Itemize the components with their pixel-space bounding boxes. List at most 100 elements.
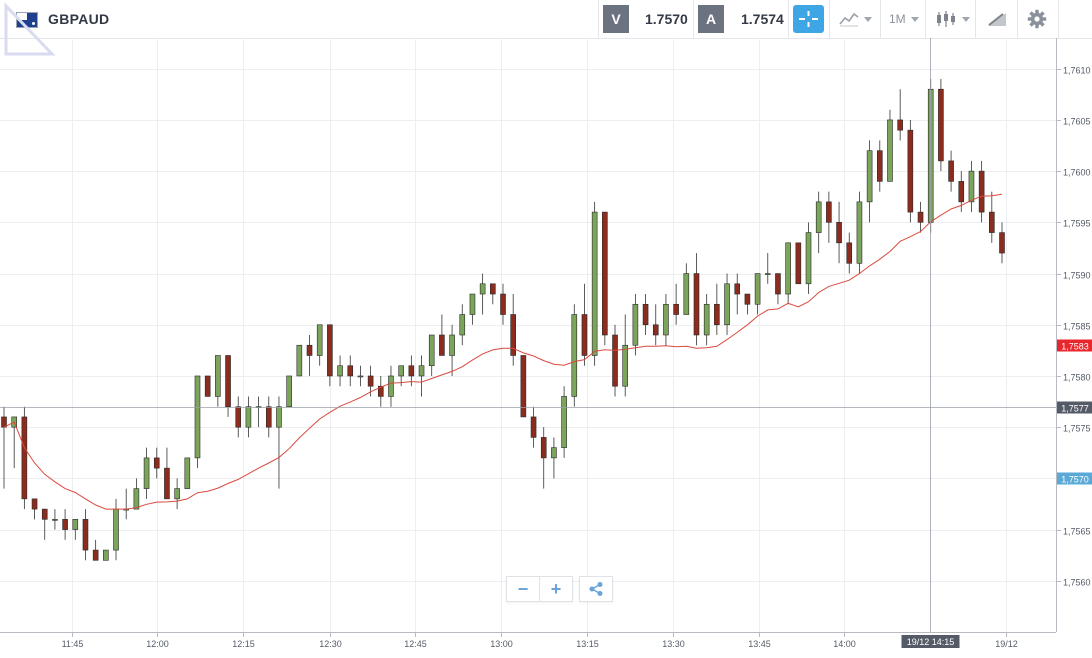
candle-body	[805, 232, 812, 285]
candle-style-dropdown[interactable]	[935, 9, 970, 29]
candle	[948, 150, 954, 192]
candle-body	[52, 519, 58, 521]
chevron-down-icon	[864, 16, 872, 22]
candle-body	[306, 344, 313, 356]
divider	[693, 0, 694, 38]
candle	[978, 160, 985, 223]
candle	[876, 140, 883, 192]
candle	[439, 314, 445, 356]
candle	[703, 294, 710, 346]
crosshair-button[interactable]	[793, 5, 824, 33]
divider	[880, 0, 881, 38]
candle	[245, 396, 252, 438]
candle	[561, 386, 567, 458]
chart-type-dropdown[interactable]	[839, 9, 872, 29]
candle-body	[357, 375, 364, 378]
candle-body	[663, 303, 669, 336]
candle-body	[245, 406, 252, 428]
candle-body	[876, 150, 883, 182]
candle	[795, 242, 802, 285]
divider	[975, 0, 976, 38]
zoom-in-button[interactable]: +	[539, 577, 572, 601]
candle	[571, 304, 578, 407]
candle	[306, 335, 313, 376]
candle-body	[327, 324, 333, 377]
price-chart[interactable]: 1,7610 1,7605 1,7600 1,7595 1,7590 1,7585 1,75…	[0, 38, 1092, 658]
candle	[846, 232, 853, 274]
candle	[255, 396, 262, 428]
candle	[744, 293, 751, 315]
candle-body	[775, 273, 781, 295]
candle-body	[347, 365, 354, 377]
candle-body	[785, 242, 791, 295]
divider	[598, 0, 599, 38]
candle-body	[204, 375, 211, 397]
candle-body	[714, 303, 720, 326]
timeframe-label: 1M	[889, 12, 906, 26]
candle	[622, 314, 629, 397]
price-marker-label: 1,7570	[1061, 475, 1089, 485]
candle-body	[153, 457, 160, 469]
candle-body	[866, 150, 873, 203]
drawing-tool-icon	[988, 13, 1006, 26]
candle-body	[836, 222, 842, 244]
candle-body	[143, 457, 150, 489]
candle	[449, 324, 455, 376]
bid-button[interactable]: V	[603, 5, 629, 33]
candle	[133, 478, 140, 510]
candle-body	[82, 519, 89, 551]
candle	[754, 273, 761, 315]
crosshair-time-tag	[901, 635, 960, 648]
candle-body	[133, 488, 140, 510]
candle	[388, 365, 394, 407]
candle	[103, 549, 109, 561]
candle	[408, 355, 415, 387]
candle-body	[581, 314, 588, 356]
settings-button[interactable]	[1027, 9, 1047, 29]
chart-toolbar: GBPAUD V 1.7570 A 1.7574 1M	[0, 0, 1092, 39]
y-tick-label: 1,7575	[1063, 424, 1091, 434]
candle-body	[652, 324, 659, 336]
candle-body	[62, 519, 68, 530]
candle-body	[907, 129, 914, 213]
candle	[866, 140, 873, 223]
candle-body	[72, 519, 79, 530]
x-tick-label: 12:45	[404, 639, 427, 649]
zoom-out-button[interactable]: −	[507, 577, 539, 601]
candle-body	[21, 416, 28, 500]
candle-body	[41, 508, 48, 520]
ask-button[interactable]: A	[698, 5, 724, 33]
candle	[887, 109, 893, 182]
candle	[265, 396, 272, 438]
candle-body	[459, 314, 466, 336]
candle	[591, 201, 598, 366]
candle-body	[265, 406, 272, 428]
drawing-tools-button[interactable]	[986, 9, 1008, 29]
candle	[775, 273, 781, 305]
candle	[1, 406, 7, 489]
timeframe-dropdown[interactable]: 1M	[889, 9, 919, 29]
candle	[551, 437, 557, 479]
x-tick-label: 13:45	[748, 639, 771, 649]
candle-body	[764, 273, 771, 275]
candle-body	[978, 170, 985, 213]
candle	[815, 191, 822, 254]
candle	[215, 355, 221, 407]
x-tick-label: 12:30	[319, 639, 342, 649]
x-tick-label: 13:15	[576, 639, 599, 649]
share-button[interactable]	[579, 576, 613, 602]
candle-body	[673, 303, 679, 315]
x-tick-label: 19/12	[995, 639, 1018, 649]
candle-body	[561, 396, 567, 448]
candle	[683, 263, 690, 315]
candle-body	[113, 508, 119, 551]
candle-body	[622, 344, 629, 387]
candle	[82, 509, 89, 561]
candle-body	[367, 375, 374, 387]
y-tick-label: 1,7610	[1063, 66, 1091, 76]
candle	[938, 78, 944, 172]
candle	[337, 355, 343, 387]
candle	[856, 191, 863, 274]
candle-body	[856, 201, 863, 264]
candle	[235, 396, 242, 438]
